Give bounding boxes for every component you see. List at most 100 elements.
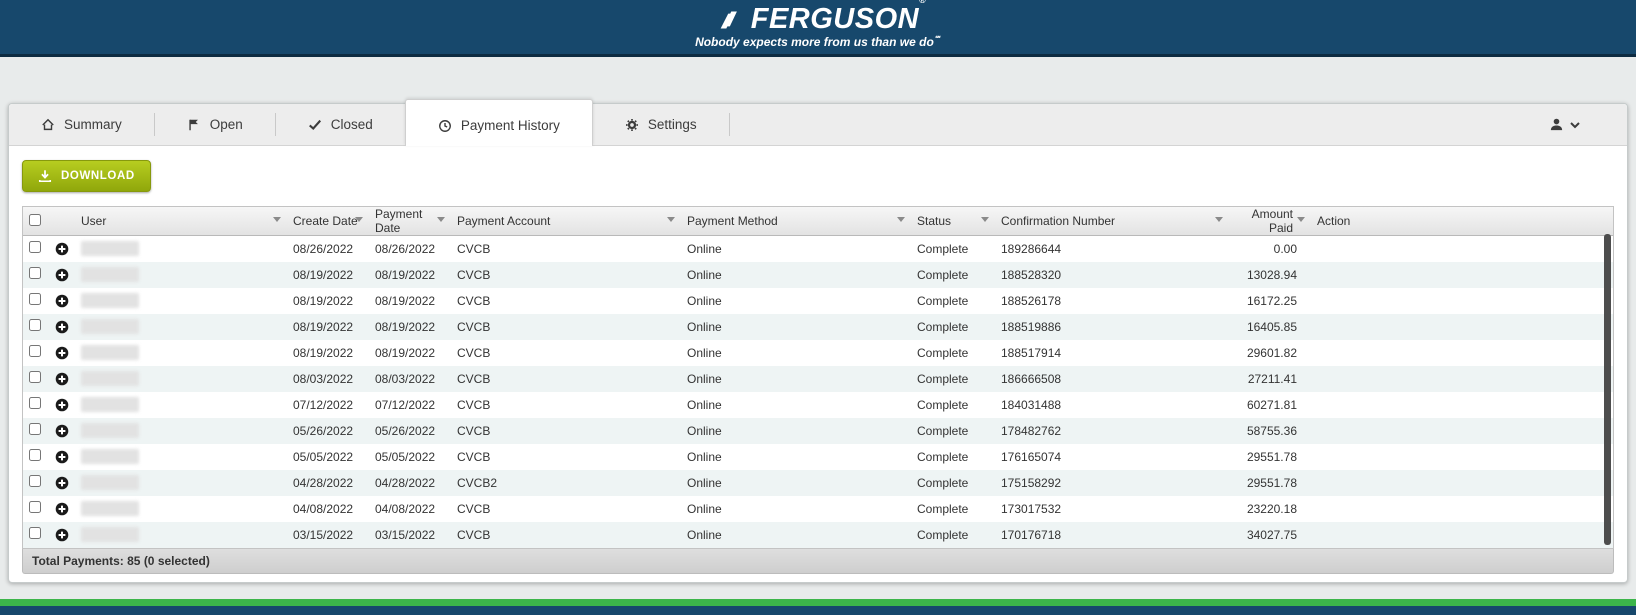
user-icon: [1550, 118, 1563, 131]
action-cell: [1311, 236, 1613, 262]
status-cell: Complete: [917, 241, 969, 256]
expand-row-icon[interactable]: [55, 502, 69, 516]
payment-method-cell: Online: [687, 319, 722, 334]
tab-payment-history[interactable]: Payment History: [404, 99, 593, 146]
payment-date-cell: 05/26/2022: [375, 423, 436, 438]
confirmation-number-cell: 189286644: [1001, 241, 1062, 256]
row-expand-cell: [49, 314, 75, 340]
row-checkbox[interactable]: [29, 267, 41, 279]
status-cell: Complete: [917, 267, 969, 282]
expand-row-icon[interactable]: [55, 242, 69, 256]
column-header-status[interactable]: Status: [911, 207, 995, 236]
expand-row-icon[interactable]: [55, 424, 69, 438]
amount-paid-cell: 16172.25: [1246, 293, 1297, 308]
row-checkbox[interactable]: [29, 345, 41, 357]
download-button[interactable]: DOWNLOAD: [22, 160, 151, 192]
action-cell: [1311, 288, 1613, 314]
expand-row-icon[interactable]: [55, 268, 69, 282]
redacted-user-name: [81, 371, 139, 386]
tab-closed[interactable]: Closed: [276, 104, 405, 145]
column-header-amount-paid[interactable]: Amount Paid: [1229, 207, 1311, 236]
payment-account-cell: CVCB: [457, 449, 491, 464]
amount-paid-cell: 58755.36: [1246, 423, 1297, 438]
row-expand-cell: [49, 262, 75, 288]
home-icon: [42, 118, 54, 130]
column-header-create-date[interactable]: Create Date: [287, 207, 369, 236]
payment-date-cell: 08/19/2022: [375, 345, 436, 360]
sort-arrow-icon[interactable]: [273, 217, 281, 222]
row-checkbox[interactable]: [29, 371, 41, 383]
sort-arrow-icon[interactable]: [355, 217, 363, 222]
tab-open[interactable]: Open: [155, 104, 275, 145]
payment-account-cell: CVCB: [457, 371, 491, 386]
expand-row-icon[interactable]: [55, 294, 69, 308]
expand-row-icon[interactable]: [55, 450, 69, 464]
chevron-down-icon: [1570, 121, 1580, 128]
table-row: 05/05/2022 05/05/2022 CVCB Online Comple…: [23, 444, 1613, 470]
select-all-checkbox[interactable]: [29, 213, 41, 226]
payment-account-cell: CVCB2: [457, 475, 498, 490]
create-date-cell: 08/19/2022: [293, 267, 354, 282]
payment-history-table: User Create Date Payment Date Payment Ac…: [22, 206, 1614, 549]
action-cell: [1311, 470, 1613, 496]
tab-settings[interactable]: Settings: [593, 104, 729, 145]
action-cell: [1311, 444, 1613, 470]
user-cell: [75, 236, 287, 262]
sort-arrow-icon[interactable]: [897, 217, 905, 222]
column-header-payment-method[interactable]: Payment Method: [681, 207, 911, 236]
table-row: 04/08/2022 04/08/2022 CVCB Online Comple…: [23, 496, 1613, 522]
row-checkbox[interactable]: [29, 241, 41, 254]
user-menu[interactable]: [1549, 104, 1627, 145]
column-header-user[interactable]: User: [75, 207, 287, 236]
confirmation-number-cell: 175158292: [1001, 475, 1062, 490]
payment-method-cell: Online: [687, 397, 722, 412]
expand-row-icon[interactable]: [55, 346, 69, 360]
expand-row-icon[interactable]: [55, 528, 69, 542]
redacted-user-name: [81, 449, 139, 464]
create-date-cell: 08/19/2022: [293, 293, 354, 308]
redacted-user-name: [81, 241, 139, 257]
row-select-cell: [23, 444, 49, 470]
ferguson-logo-icon: [720, 11, 737, 28]
row-expand-cell: [49, 470, 75, 496]
table-row: 07/12/2022 07/12/2022 CVCB Online Comple…: [23, 392, 1613, 418]
row-select-cell: [23, 288, 49, 314]
payment-method-cell: Online: [687, 241, 722, 256]
payment-account-cell: CVCB: [457, 267, 491, 282]
sort-arrow-icon[interactable]: [1215, 217, 1223, 222]
table-row: 08/03/2022 08/03/2022 CVCB Online Comple…: [23, 365, 1613, 392]
row-checkbox[interactable]: [29, 319, 41, 331]
sort-arrow-icon[interactable]: [981, 217, 989, 222]
total-payments-text: Total Payments: 85 (0 selected): [32, 553, 210, 568]
sort-arrow-icon[interactable]: [1297, 217, 1305, 222]
row-checkbox[interactable]: [29, 449, 41, 461]
column-header-payment-account[interactable]: Payment Account: [451, 207, 681, 236]
payment-method-cell: Online: [687, 475, 722, 490]
create-date-cell: 04/08/2022: [293, 501, 354, 516]
sort-arrow-icon[interactable]: [437, 217, 445, 222]
download-icon: [38, 170, 52, 183]
create-date-cell: 05/26/2022: [293, 423, 354, 438]
row-checkbox[interactable]: [29, 501, 41, 513]
row-checkbox[interactable]: [29, 397, 41, 409]
amount-paid-cell: 29551.78: [1246, 449, 1297, 464]
row-checkbox[interactable]: [29, 527, 41, 539]
expand-row-icon[interactable]: [55, 476, 69, 490]
column-header-confirmation-number[interactable]: Confirmation Number: [995, 207, 1229, 236]
tab-summary[interactable]: Summary: [9, 104, 154, 145]
vertical-scrollbar[interactable]: [1604, 234, 1611, 545]
sort-arrow-icon[interactable]: [667, 217, 675, 222]
row-checkbox[interactable]: [29, 423, 41, 435]
amount-paid-cell: 29601.82: [1246, 345, 1297, 360]
expand-row-icon[interactable]: [55, 372, 69, 386]
row-checkbox[interactable]: [29, 293, 41, 305]
redacted-user-name: [81, 527, 139, 542]
expand-row-icon[interactable]: [55, 320, 69, 334]
column-header-payment-date[interactable]: Payment Date: [369, 207, 451, 236]
row-checkbox[interactable]: [29, 475, 41, 487]
amount-paid-cell: 23220.18: [1246, 501, 1297, 516]
expand-row-icon[interactable]: [55, 398, 69, 412]
redacted-user-name: [81, 293, 139, 308]
row-expand-cell: [49, 444, 75, 470]
table-row: 05/26/2022 05/26/2022 CVCB Online Comple…: [23, 417, 1613, 444]
